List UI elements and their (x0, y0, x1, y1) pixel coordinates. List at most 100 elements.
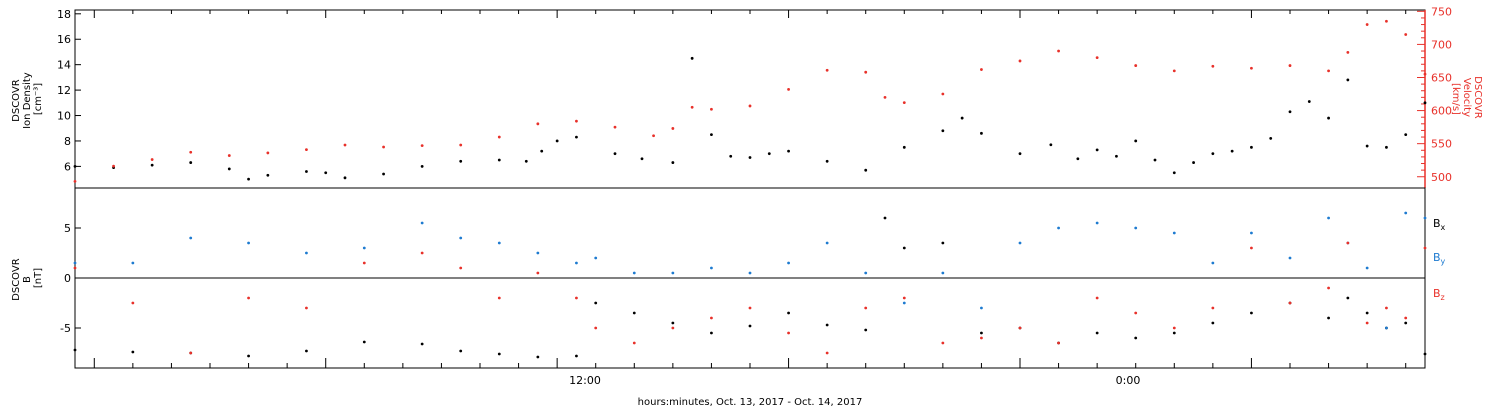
Bz-point (362, 261, 366, 265)
velocity-point (980, 68, 983, 71)
By-point (902, 301, 906, 305)
density-point (189, 161, 193, 164)
velocity-point (1172, 69, 1176, 73)
density-point (980, 131, 983, 135)
density-point (640, 157, 644, 161)
Bz-point (632, 341, 636, 345)
x-axis-label: hours:minutes, Oct. 13, 2017 - Oct. 14, … (638, 397, 863, 408)
b-axis-label: DSCOVR B [nT] (11, 255, 44, 301)
b-label-line-3: [nT] (33, 268, 44, 288)
velocity-point (266, 151, 270, 155)
velocity-point (575, 119, 578, 123)
By-point (1172, 231, 1176, 235)
density-point (729, 154, 733, 158)
Bz-point (825, 351, 829, 355)
Bx-point (941, 241, 945, 245)
Bx-point (864, 328, 868, 332)
density-point (305, 170, 308, 173)
density-point (825, 159, 829, 163)
velocity-point (1404, 33, 1408, 36)
Bx-point (247, 354, 250, 358)
density-point (1269, 137, 1273, 140)
density-point (1153, 158, 1157, 162)
Bz-point (575, 296, 578, 300)
velocity-tick-label: 550 (1431, 138, 1452, 151)
density-label-line-2: Ion Density (22, 72, 33, 129)
Bz-point (787, 331, 790, 335)
By-point (1018, 241, 1022, 245)
Bz-point (1211, 306, 1215, 310)
velocity-tick-label: 750 (1431, 5, 1452, 18)
density-point (1423, 101, 1427, 105)
velocity-point (1250, 66, 1253, 70)
Bz-point (1327, 286, 1330, 290)
Bz-point (864, 306, 868, 310)
Bx-point (497, 352, 501, 356)
density-tick-label: 14 (57, 59, 71, 72)
Bz-point (1288, 301, 1292, 305)
density-point (1230, 149, 1234, 153)
b-label-line-1: DSCOVR (11, 258, 22, 301)
Bz-point (902, 296, 906, 300)
velocity-point (1134, 64, 1138, 67)
By-point (459, 236, 463, 240)
By-point (594, 256, 598, 260)
velocity-point (883, 95, 887, 99)
Bx-point (710, 331, 713, 335)
legend-By: By (1433, 251, 1446, 266)
velocity-point (1018, 59, 1022, 63)
By-point (362, 246, 366, 250)
velocity-point (1385, 19, 1388, 23)
density-point (524, 159, 528, 163)
By-point (710, 266, 713, 270)
Bz-point (671, 326, 675, 330)
density-point (343, 176, 347, 180)
By-point (1385, 326, 1388, 330)
Bx-point (980, 331, 983, 335)
By-point (73, 261, 77, 265)
velocity-point (1211, 64, 1215, 68)
velocity-point (150, 158, 154, 161)
density-point (1049, 143, 1053, 147)
velocity-point (189, 150, 193, 154)
velocity-point (613, 125, 617, 129)
By-point (1134, 226, 1138, 230)
velocity-point (305, 148, 308, 152)
legend-Bx: Bx (1433, 217, 1446, 232)
Bx-point (1327, 316, 1330, 320)
density-point (902, 145, 906, 149)
density-point (941, 129, 945, 133)
Bz-point (941, 341, 945, 345)
velocity-point (652, 134, 655, 138)
Bz-point (497, 296, 501, 300)
Bz-point (1250, 246, 1253, 250)
density-point (73, 164, 77, 168)
Bx-point (459, 349, 463, 353)
density-point (1192, 161, 1195, 164)
Bz-point (459, 266, 463, 270)
density-point (1327, 116, 1330, 120)
velocity-point (671, 127, 675, 130)
velocity-label-line-2: Velocity (1461, 78, 1472, 117)
magnetic-field-legend: Bx By Bz (1433, 217, 1446, 302)
Bz-point (189, 351, 193, 355)
velocity-point (748, 104, 752, 108)
velocity-point (690, 105, 694, 109)
velocity-point (227, 154, 231, 157)
velocity-label-line-3: [km/s] (1450, 83, 1461, 115)
density-point (1172, 171, 1176, 175)
Bx-point (902, 246, 906, 250)
By-point (1250, 231, 1253, 235)
By-point (1288, 256, 1292, 260)
velocity-tick-label: 500 (1431, 171, 1452, 184)
By-point (787, 261, 790, 265)
Bz-point (131, 301, 135, 305)
By-point (1057, 226, 1060, 230)
Bx-point (787, 311, 790, 315)
density-tick-label: 10 (57, 110, 71, 123)
velocity-tick-label: 700 (1431, 38, 1452, 51)
density-point (420, 164, 424, 168)
density-point (1134, 139, 1138, 143)
density-point (1404, 133, 1408, 137)
